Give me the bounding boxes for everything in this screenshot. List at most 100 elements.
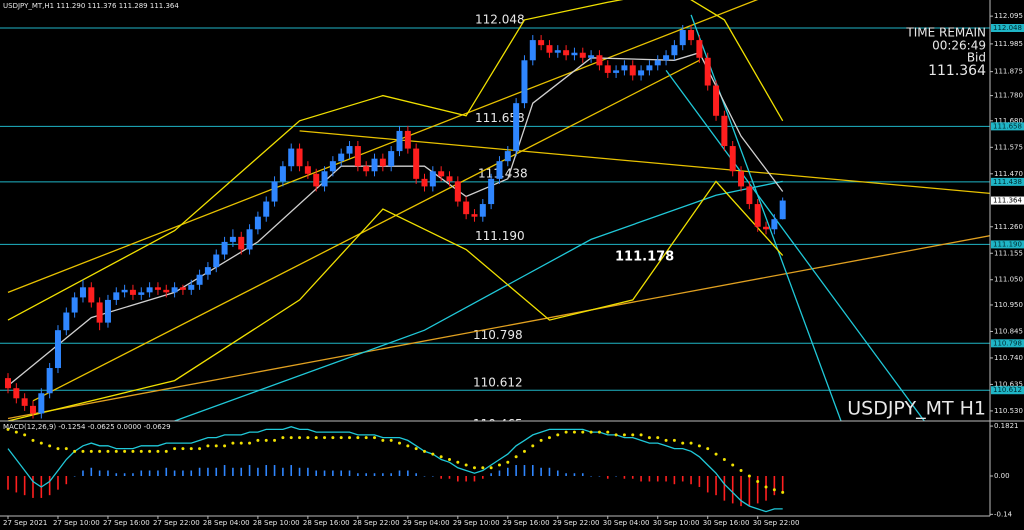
y-tick-label: 110.635 [994,380,1023,388]
candle-body [646,65,653,71]
candle-body [138,292,145,295]
signal-dot [572,430,576,434]
candle-body [238,236,245,250]
candle-body [613,70,620,73]
macd-bar [556,470,559,476]
signal-dot [23,433,27,437]
macd-bar [723,475,726,501]
macd-bar [598,475,601,477]
macd-bar [590,475,592,477]
signal-dot [239,441,243,445]
candle-body [204,267,211,275]
candle-body [763,226,770,230]
macd-bar [731,475,734,504]
candle-body [229,236,236,242]
macd-bar [740,475,742,507]
signal-dot [664,438,668,442]
level-label: 111.658 [475,111,525,125]
macd-bar [581,473,584,476]
signal-dot [556,433,560,437]
signal-dot [606,430,610,434]
candle-body [496,161,503,179]
candle-body [171,287,178,293]
candle-body [754,204,761,227]
signal-dot [781,490,785,494]
signal-dot [464,463,468,467]
signal-dot [414,447,418,451]
signal-dot [747,474,751,478]
macd-bar [365,473,367,476]
y-tick-label: 111.050 [994,276,1023,284]
macd-bar [98,470,101,476]
signal-dot [656,436,660,440]
signal-dot [364,436,368,440]
level-price-label: 111.190 [993,240,1022,248]
macd-bar [573,473,576,476]
level-label: 112.048 [475,12,525,26]
y-tick-label: 111.780 [994,92,1023,100]
signal-dot [739,469,743,473]
x-tick-label: 30 Sep 22:00 [753,519,800,527]
candle-body [213,254,220,268]
macd-bar [565,473,567,476]
candle-body [296,148,303,167]
signal-dot [772,488,776,492]
signal-dot [56,447,60,451]
candle-body [504,151,511,162]
signal-dot [306,436,310,440]
signal-dot [647,436,651,440]
signal-dot [714,452,718,456]
macd-bar [540,467,542,476]
level-label: 110.798 [473,328,523,342]
candle-body [746,186,753,205]
candle-body [596,55,603,66]
signal-dot [14,430,18,434]
signal-dot [531,444,535,448]
macd-bar [115,473,118,476]
macd-bar [307,467,309,476]
candle-body [429,171,436,187]
signal-dot [564,430,568,434]
candle-body [29,405,36,414]
macd-bar [107,470,109,476]
candle-body [246,229,253,250]
candle-body [779,200,786,220]
candle-body [546,45,553,53]
signal-dot [756,479,760,483]
macd-bar [207,467,209,476]
macd-bar [323,470,326,476]
candle-body [88,287,95,303]
candle-body [704,57,711,86]
signal-dot [273,438,277,442]
macd-bar [415,473,417,476]
candle-body [313,173,320,187]
candle-body [463,201,470,215]
signal-dot [6,427,10,431]
macd-bar [215,467,218,476]
macd-bar [490,473,492,476]
macd-bar [232,467,234,476]
signal-dot [181,447,185,451]
candle-body [421,178,428,187]
macd-bar [332,470,334,476]
signal-dot [481,466,485,470]
macd-bar [48,475,51,496]
signal-dot [506,460,510,464]
level-price-label: 110.612 [993,386,1022,394]
signal-dot [323,436,327,440]
signal-dot [581,430,585,434]
candle-body [713,85,720,116]
signal-dot [689,441,693,445]
signal-dot [98,449,102,453]
signal-dot [547,436,551,440]
signal-dot [81,449,85,453]
y-tick-label: 111.155 [994,249,1023,257]
macd-bar [640,475,642,482]
candle-body [79,287,86,298]
candle-body [413,148,420,179]
macd-panel [6,426,785,513]
candle-body [96,302,103,323]
y-tick-label: 110.740 [994,354,1023,362]
candle-body [529,40,536,61]
